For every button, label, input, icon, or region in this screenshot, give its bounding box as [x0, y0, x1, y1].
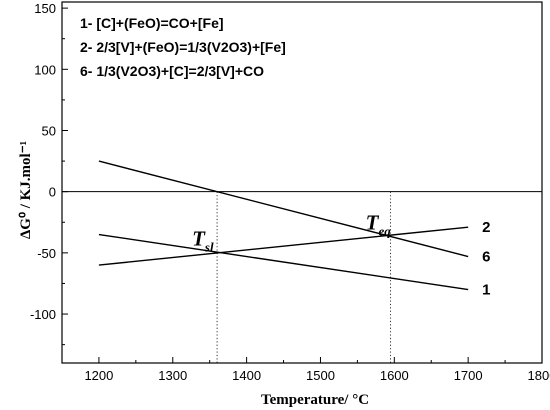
y-tick-label: 0: [49, 185, 56, 200]
series-line-1: [98, 233, 469, 291]
series-line-2: [98, 226, 469, 266]
y-tick-label: 50: [42, 123, 56, 138]
annotation-subscript: eq: [378, 224, 391, 239]
x-tick-label: 1200: [84, 368, 113, 383]
annotation-main: T: [192, 227, 206, 251]
series-lines: [98, 160, 469, 291]
annotation-main: T: [366, 211, 380, 235]
x-axis-title: Temperature/ °C: [261, 392, 369, 408]
legend: 1- [C]+(FeO)=CO+[Fe] 2- 2/3[V]+(FeO)=1/3(…: [80, 15, 286, 79]
x-tick-label: 1600: [380, 368, 409, 383]
y-tick-label: 150: [34, 1, 56, 16]
x-tick-label: 1500: [306, 368, 335, 383]
series-label-6: 6: [482, 249, 490, 266]
x-tick-label: 1700: [454, 368, 483, 383]
legend-entry-6: 6- 1/3(V2O3)+[C]=2/3[V]+CO: [80, 63, 264, 79]
axis-ticks: 1200 1300 1400 1500 1600 1700 1800 150 100 50 0 -50…: [30, 1, 550, 383]
y-tick-label: 100: [34, 62, 56, 77]
y-axis-title: ΔG⁰ / KJ.mol⁻¹: [18, 141, 34, 239]
x-tick-label: 1400: [232, 368, 261, 383]
series-label-2: 2: [482, 219, 490, 236]
legend-entry-1: 1- [C]+(FeO)=CO+[Fe]: [80, 15, 224, 31]
reference-lines: [62, 191, 542, 363]
y-tick-label: -50: [37, 246, 56, 261]
series-line-6: [98, 160, 469, 258]
annotation-eq: Teq: [366, 211, 392, 239]
legend-entry-2: 2- 2/3[V]+(FeO)=1/3(V2O3)+[Fe]: [80, 39, 286, 55]
y-tick-label: -100: [30, 307, 56, 322]
plot-frame: [61, 1, 543, 364]
annotation-subscript: sl: [204, 240, 214, 255]
series-end-labels: 1 2 6: [482, 219, 490, 298]
annotation-sl: Tsl: [192, 227, 214, 255]
x-tick-label: 1800: [528, 368, 550, 383]
series-label-1: 1: [482, 282, 490, 299]
x-tick-label: 1300: [158, 368, 187, 383]
